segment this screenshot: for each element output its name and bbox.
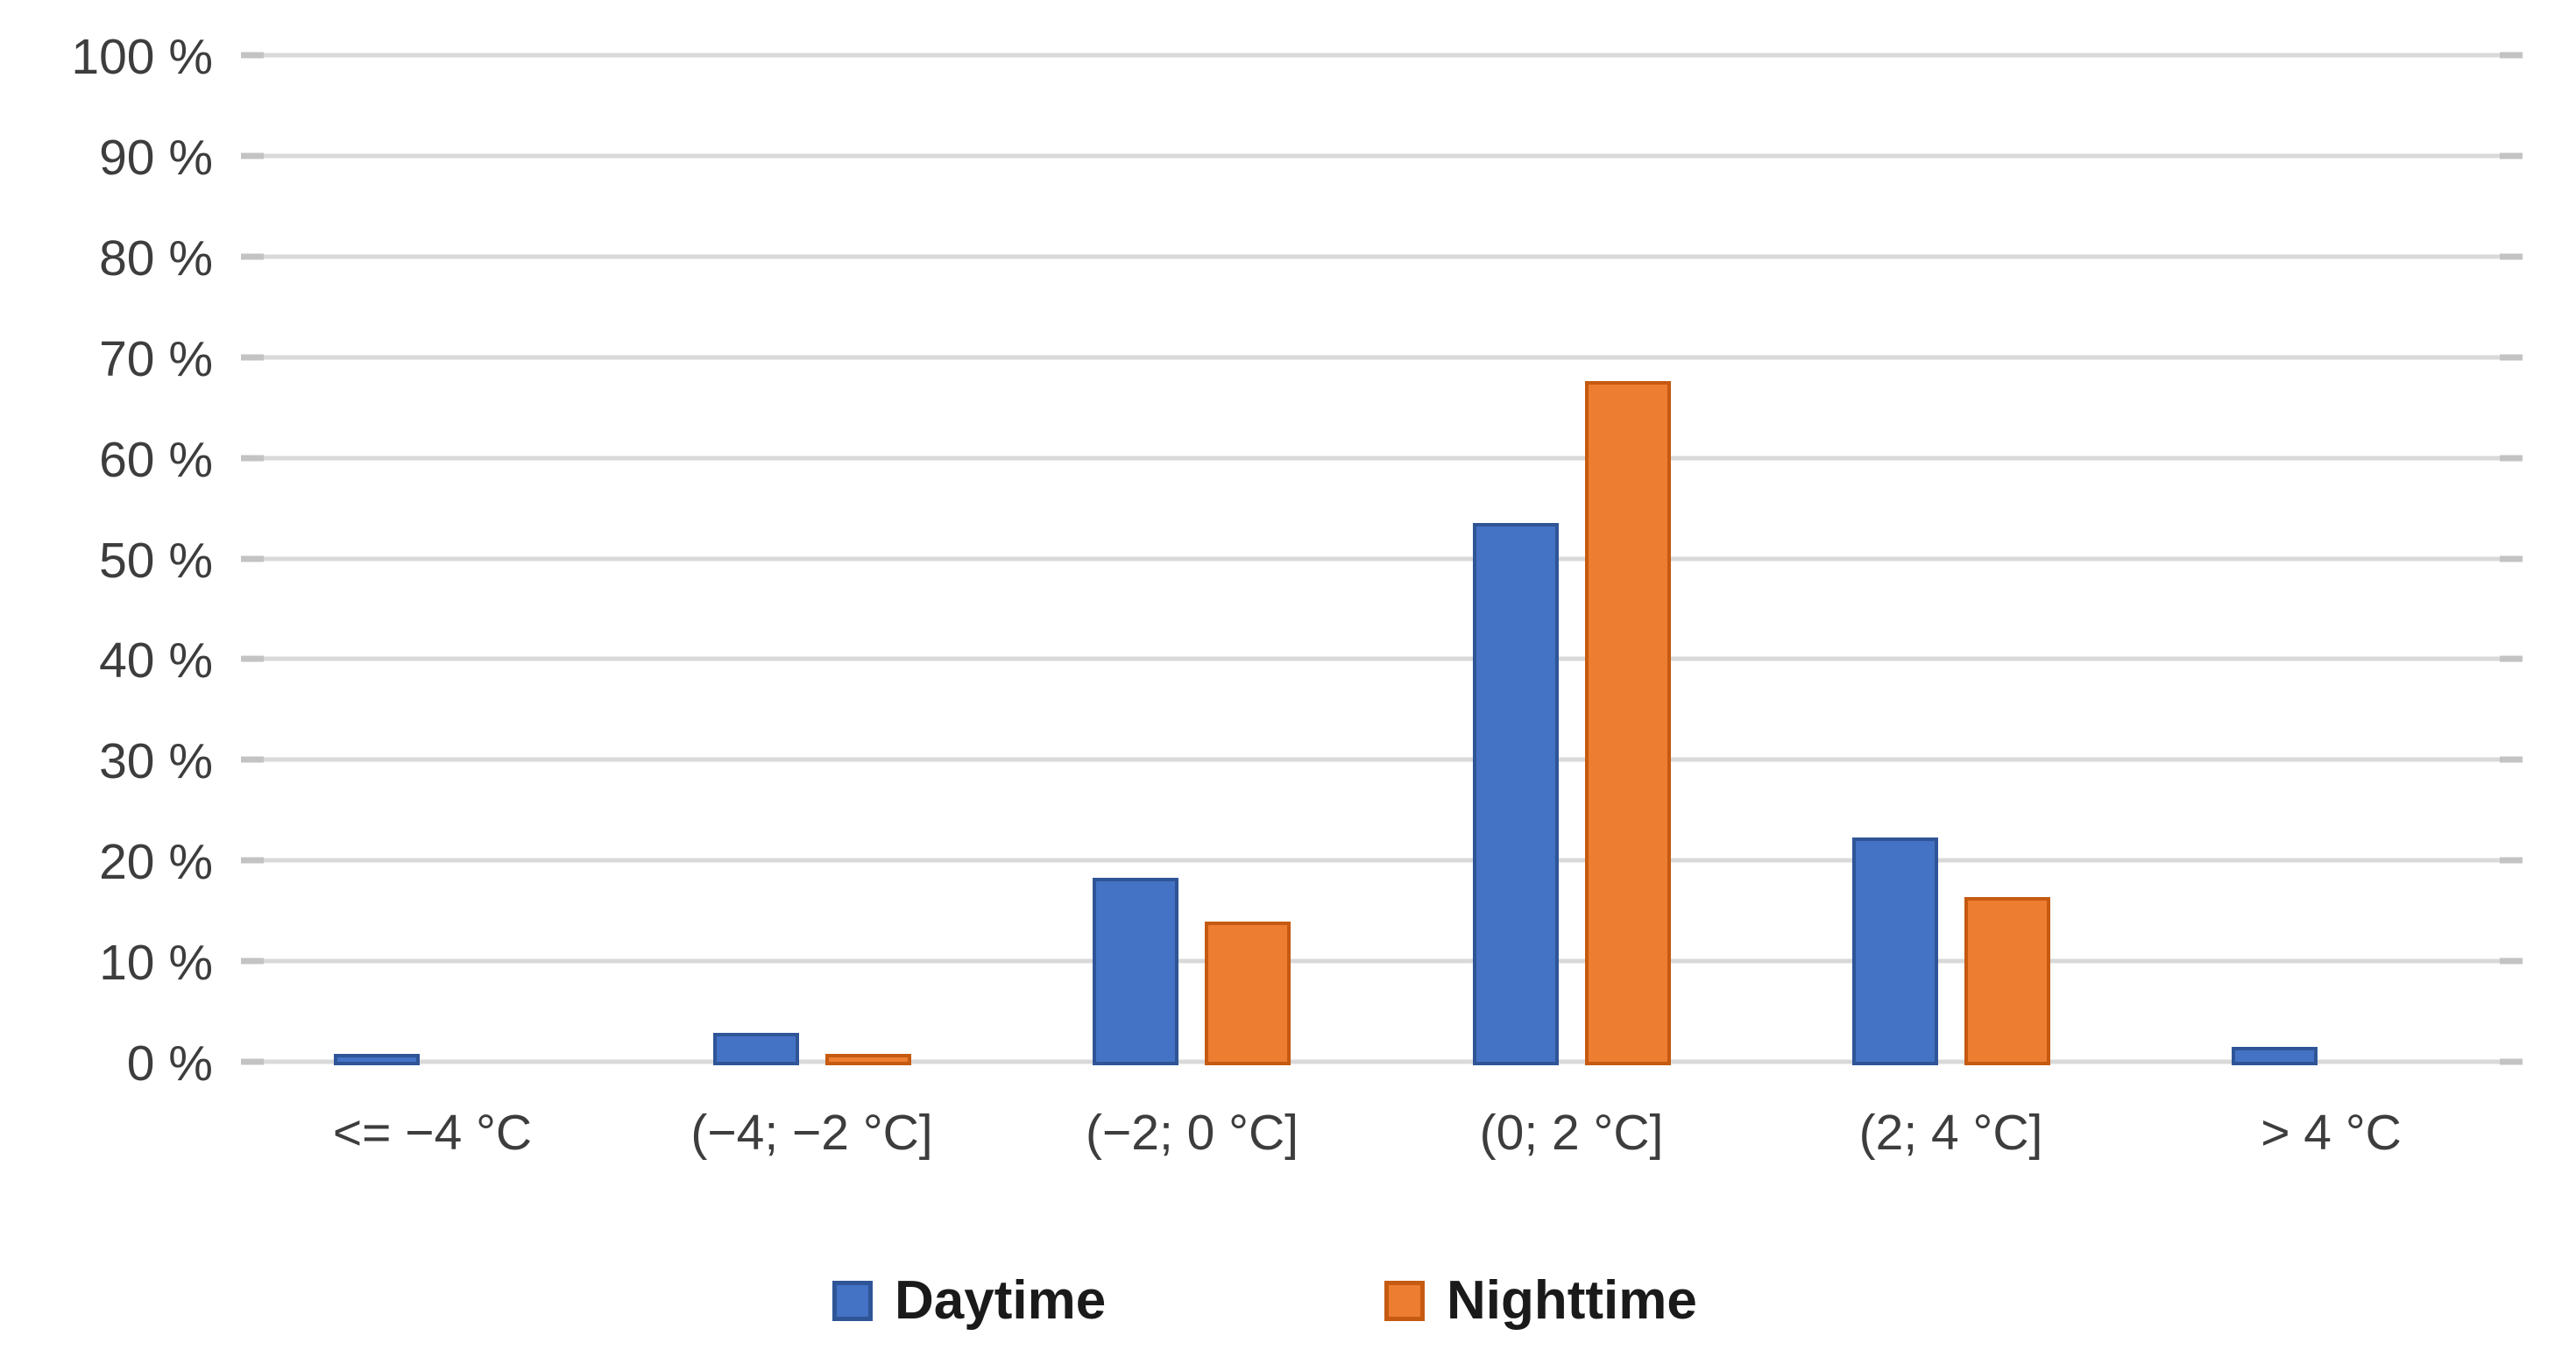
gridline-50 <box>241 555 2523 562</box>
y-tick-label-100: 100 % <box>71 28 213 85</box>
x-category-label-5: > 4 °C <box>2261 1105 2402 1161</box>
x-axis-category-labels: <= −4 °C (−4; −2 °C] (−2; 0 °C] (0; 2 °C] (2… <box>243 1106 2521 1184</box>
plot-area <box>243 55 2521 1065</box>
daytime-bar-2 <box>1093 878 1178 1065</box>
x-category-label-3: (0; 2 °C] <box>1479 1105 1664 1161</box>
y-tick-label-10: 10 % <box>99 934 213 991</box>
gridline-10 <box>241 958 2523 965</box>
legend: Daytime Nighttime <box>0 1260 2576 1347</box>
daytime-bar-5 <box>2232 1047 2318 1065</box>
y-tick-label-70: 70 % <box>99 330 213 387</box>
daytime-bar-1 <box>713 1033 799 1065</box>
legend-item-daytime: Daytime <box>832 1260 1106 1342</box>
y-tick-label-20: 20 % <box>99 833 213 890</box>
y-tick-label-50: 50 % <box>99 532 213 589</box>
gridline-40 <box>241 655 2523 662</box>
gridline-70 <box>241 354 2523 361</box>
daytime-series-swatch-icon <box>832 1281 873 1321</box>
y-tick-label-60: 60 % <box>99 431 213 488</box>
nighttime-bar-1 <box>825 1054 911 1065</box>
y-tick-label-30: 30 % <box>99 733 213 790</box>
nighttime-bar-2 <box>1205 922 1291 1065</box>
nighttime-bar-4 <box>1964 897 2050 1065</box>
gridline-60 <box>241 455 2523 462</box>
gridline-90 <box>241 152 2523 159</box>
gridline-30 <box>241 756 2523 763</box>
x-category-label-0: <= −4 °C <box>332 1105 533 1161</box>
y-tick-label-90: 90 % <box>99 129 213 186</box>
daytime-bar-3 <box>1473 523 1559 1065</box>
daytime-bar-0 <box>334 1054 420 1065</box>
gridline-100 <box>241 52 2523 59</box>
gridline-0 <box>241 1058 2523 1065</box>
x-category-label-1: (−4; −2 °C] <box>690 1105 933 1161</box>
nighttime-bar-3 <box>1585 381 1671 1065</box>
y-tick-label-0: 0 % <box>126 1035 213 1092</box>
gridline-20 <box>241 857 2523 864</box>
y-tick-label-40: 40 % <box>99 633 213 689</box>
gridlines <box>241 0 2523 1364</box>
nighttime-series-swatch-icon <box>1384 1281 1425 1321</box>
x-category-label-2: (−2; 0 °C] <box>1086 1105 1299 1161</box>
daytime-legend-label: Daytime <box>895 1270 1107 1331</box>
daytime-bar-4 <box>1852 837 1938 1065</box>
nighttime-legend-label: Nighttime <box>1447 1270 1697 1331</box>
x-category-label-4: (2; 4 °C] <box>1858 1105 2043 1161</box>
y-tick-label-80: 80 % <box>99 230 213 286</box>
gridline-80 <box>241 253 2523 260</box>
legend-item-nighttime: Nighttime <box>1384 1260 1697 1342</box>
